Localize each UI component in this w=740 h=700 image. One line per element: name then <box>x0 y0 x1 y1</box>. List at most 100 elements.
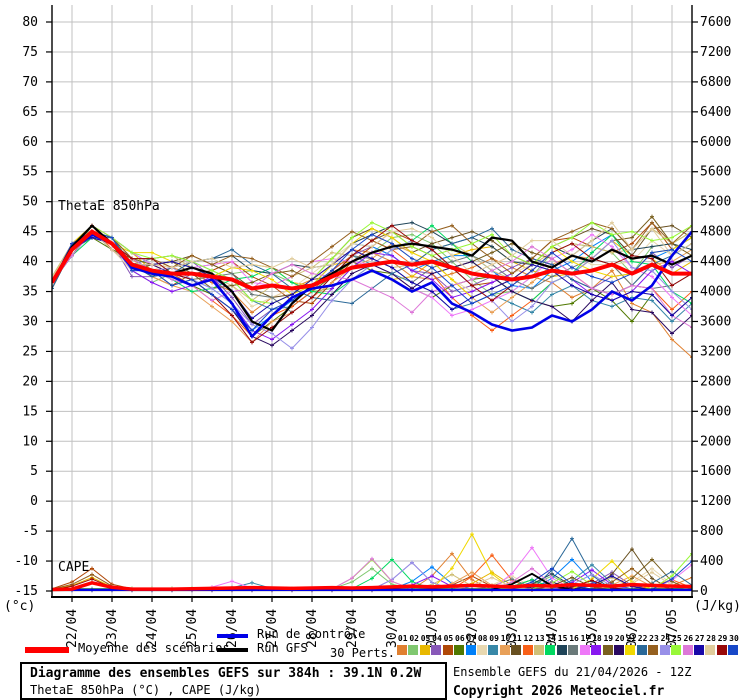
member-number: 25 <box>672 634 682 643</box>
member-color-swatch <box>591 645 602 655</box>
member-number: 15 <box>557 634 568 643</box>
member-color-swatch <box>614 645 625 655</box>
svg-text:5: 5 <box>30 464 38 479</box>
svg-text:5600: 5600 <box>700 165 731 180</box>
member-number: 03 <box>420 634 431 643</box>
member-color-swatch <box>545 645 556 655</box>
svg-text:6800: 6800 <box>700 75 731 90</box>
member-number: 02 <box>409 634 419 643</box>
member-color-swatch <box>465 645 476 655</box>
member-number: 12 <box>523 634 534 643</box>
run-info-text: Ensemble GEFS du 21/04/2026 - 12Z <box>453 665 692 679</box>
member-number: 08 <box>477 634 488 643</box>
svg-text:30: 30 <box>22 314 38 329</box>
svg-text:35: 35 <box>22 285 38 300</box>
member-number: 21 <box>626 634 636 643</box>
member-color-swatch <box>488 645 499 655</box>
member-color-swatch <box>568 645 579 655</box>
svg-text:01/05: 01/05 <box>425 609 440 648</box>
svg-text:(J/kg): (J/kg) <box>694 599 740 614</box>
member-color-swatch <box>693 645 704 655</box>
member-color-swatch <box>431 645 442 655</box>
svg-text:40: 40 <box>22 255 38 270</box>
svg-text:24/04: 24/04 <box>145 609 160 648</box>
svg-text:6400: 6400 <box>700 105 731 120</box>
svg-text:80: 80 <box>22 15 38 30</box>
member-number: 04 <box>432 634 442 643</box>
legend-gfs-label: Run GFS <box>257 641 308 655</box>
svg-text:70: 70 <box>22 75 38 90</box>
copyright-text: Copyright 2026 Meteociel.fr <box>453 684 665 699</box>
svg-text:400: 400 <box>700 554 723 569</box>
svg-text:45: 45 <box>22 225 38 240</box>
svg-text:1200: 1200 <box>700 494 731 509</box>
svg-text:-10: -10 <box>15 554 38 569</box>
member-number: 19 <box>603 634 614 643</box>
svg-text:800: 800 <box>700 524 723 539</box>
svg-text:65: 65 <box>22 105 38 120</box>
member-color-swatch <box>671 645 682 655</box>
svg-text:4000: 4000 <box>700 285 731 300</box>
member-color-swatch <box>636 645 647 655</box>
svg-text:0: 0 <box>700 584 708 599</box>
member-color-swatch <box>522 645 533 655</box>
member-color-swatch <box>579 645 590 655</box>
member-number: 30 <box>729 634 739 643</box>
svg-text:23/04: 23/04 <box>105 609 120 648</box>
svg-text:28/04: 28/04 <box>305 609 320 648</box>
svg-text:15: 15 <box>22 404 38 419</box>
svg-text:29/04: 29/04 <box>345 609 360 648</box>
member-number: 23 <box>649 634 659 643</box>
member-number: 18 <box>592 634 602 643</box>
member-number: 20 <box>614 634 625 643</box>
member-color-swatch <box>442 645 453 655</box>
svg-text:6000: 6000 <box>700 135 731 150</box>
svg-text:2800: 2800 <box>700 374 731 389</box>
theta-series-label: ThetaE 850hPa <box>58 199 160 214</box>
svg-text:50: 50 <box>22 195 38 210</box>
svg-text:04/05: 04/05 <box>545 609 560 648</box>
legend-mean-label: Moyenne des scénarios <box>78 641 230 655</box>
svg-text:05/05: 05/05 <box>585 609 600 648</box>
chart-title: Diagramme des ensembles GEFS sur 384h : … <box>30 666 422 681</box>
svg-text:02/05: 02/05 <box>465 609 480 648</box>
svg-text:4400: 4400 <box>700 255 731 270</box>
member-number: 16 <box>569 634 579 643</box>
member-color-swatch <box>682 645 693 655</box>
svg-text:3600: 3600 <box>700 314 731 329</box>
member-number: 17 <box>580 634 591 643</box>
member-color-swatch <box>728 645 739 655</box>
member-color-swatch-row <box>397 645 740 655</box>
member-number: 13 <box>534 634 545 643</box>
svg-text:2400: 2400 <box>700 404 731 419</box>
member-color-swatch <box>648 645 659 655</box>
member-color-swatch <box>534 645 545 655</box>
svg-text:26/04: 26/04 <box>225 609 240 648</box>
member-color-swatch <box>705 645 716 655</box>
member-number: 10 <box>500 634 511 643</box>
svg-text:2000: 2000 <box>700 434 731 449</box>
member-color-swatch <box>499 645 510 655</box>
svg-text:10: 10 <box>22 434 38 449</box>
chart-info-box: Diagramme des ensembles GEFS sur 384h : … <box>20 662 447 700</box>
svg-text:06/05: 06/05 <box>625 609 640 648</box>
svg-text:55: 55 <box>22 165 38 180</box>
svg-text:75: 75 <box>22 45 38 60</box>
member-number: 24 <box>660 634 671 643</box>
svg-text:25: 25 <box>22 344 38 359</box>
member-number: 06 <box>455 634 465 643</box>
member-number: 29 <box>717 634 728 643</box>
svg-text:7200: 7200 <box>700 45 731 60</box>
chart-subtitle: ThetaE 850hPa (°C) , CAPE (J/kg) <box>30 683 262 697</box>
member-color-swatch <box>408 645 419 655</box>
svg-text:0: 0 <box>30 494 38 509</box>
member-number: 07 <box>466 634 477 643</box>
member-color-swatch <box>625 645 636 655</box>
svg-text:4800: 4800 <box>700 225 731 240</box>
legend-mean-line-sample <box>25 647 69 653</box>
svg-text:27/04: 27/04 <box>265 609 280 648</box>
svg-text:22/04: 22/04 <box>65 609 80 648</box>
member-color-swatch <box>397 645 407 655</box>
member-color-swatch <box>454 645 465 655</box>
